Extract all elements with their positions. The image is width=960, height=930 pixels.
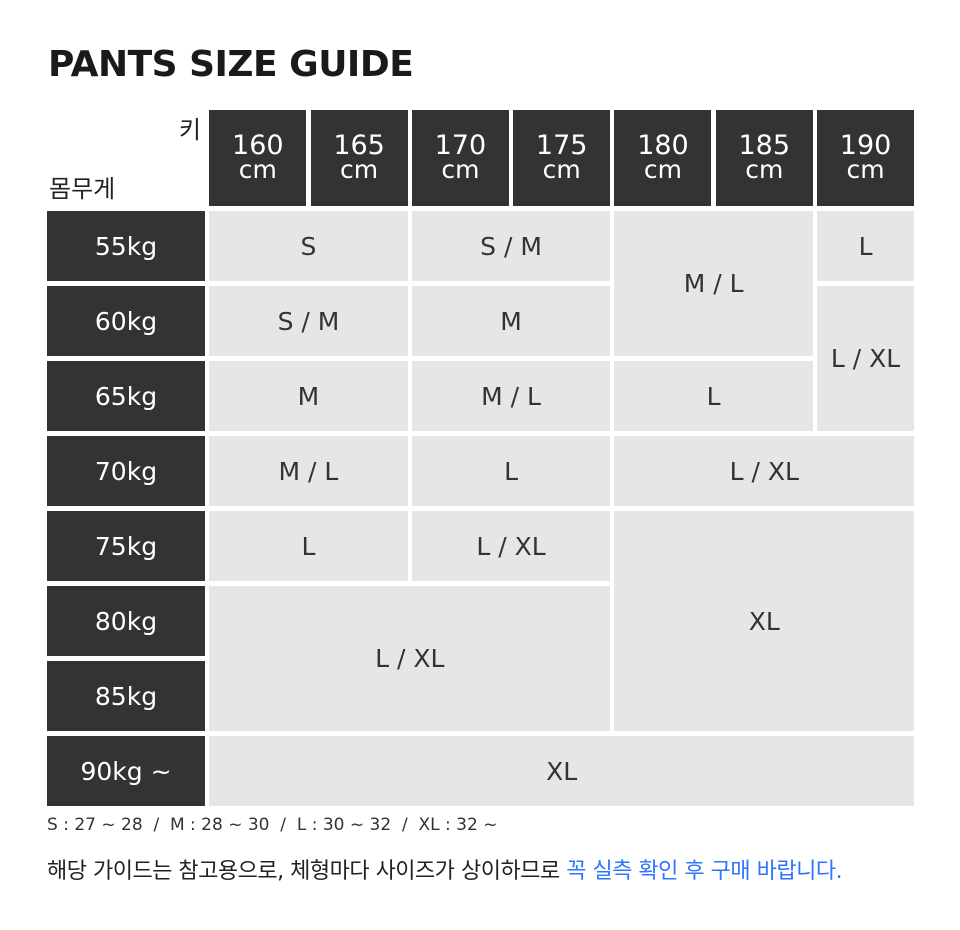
height-unit: cm (340, 155, 379, 184)
height-header: 180 cm (614, 110, 712, 206)
weight-header: 90kg ~ (47, 736, 205, 806)
weight-header: 60kg (47, 286, 205, 356)
height-unit: cm (745, 155, 784, 184)
height-header: 160 cm (209, 110, 307, 206)
height-unit: cm (238, 155, 277, 184)
size-cell: L / XL (614, 436, 915, 506)
height-unit: cm (441, 155, 480, 184)
size-cell: M / L (411, 361, 611, 431)
size-cell: M (411, 286, 611, 356)
page-title: PANTS SIZE GUIDE (48, 44, 414, 85)
size-cell: L / XL (411, 511, 611, 581)
weight-header: 55kg (47, 211, 205, 281)
weight-header: 85kg (47, 661, 205, 731)
height-unit: cm (643, 155, 683, 184)
height-value: 185 (738, 130, 791, 161)
size-table: 키 몸무게 160 cm 165 cm 170 cm 175 cm 180 cm 185 cm 190 c… (47, 110, 915, 806)
size-cell: L (209, 511, 408, 581)
weight-header: 70kg (47, 436, 205, 506)
height-value: 180 (637, 130, 689, 161)
size-cell: M / L (209, 436, 408, 506)
weight-header: 75kg (47, 511, 205, 581)
height-unit: cm (846, 155, 885, 184)
height-value: 165 (333, 130, 385, 161)
size-cell: XL (614, 511, 915, 731)
size-cell: S / M (411, 211, 611, 281)
waist-size-note: S : 27 ~ 28 / M : 28 ~ 30 / L : 30 ~ 32 … (47, 815, 498, 835)
height-header: 170 cm (411, 110, 509, 206)
height-value: 160 (232, 130, 284, 161)
height-header: 190 cm (817, 110, 915, 206)
size-cell: L (411, 436, 611, 506)
disclaimer-note: 해당 가이드는 참고용으로, 체형마다 사이즈가 상이하므로 꼭 실측 확인 후… (47, 853, 843, 885)
weight-header: 80kg (47, 586, 205, 656)
disclaimer-text: 해당 가이드는 참고용으로, 체형마다 사이즈가 상이하므로 (47, 859, 567, 884)
weight-axis-label: 몸무게 (49, 175, 116, 203)
size-cell: XL (209, 736, 915, 806)
size-cell: L (614, 361, 813, 431)
height-value: 170 (434, 130, 487, 161)
size-cell: S (209, 211, 408, 281)
size-cell: L (817, 211, 915, 281)
table-corner: 키 몸무게 (47, 110, 205, 206)
height-header: 185 cm (715, 110, 813, 206)
height-unit: cm (542, 155, 581, 184)
size-cell: S / M (209, 286, 408, 356)
disclaimer-highlight: 꼭 실측 확인 후 구매 바랍니다. (566, 859, 843, 884)
height-value: 175 (535, 130, 588, 161)
height-axis-label: 키 (178, 116, 201, 144)
size-cell: L / XL (209, 586, 611, 731)
height-header: 165 cm (310, 110, 408, 206)
weight-header: 65kg (47, 361, 205, 431)
height-value: 190 (839, 130, 892, 161)
size-cell: L / XL (817, 286, 915, 431)
height-header: 175 cm (513, 110, 611, 206)
size-cell: M / L (614, 211, 813, 356)
size-cell: M (209, 361, 408, 431)
